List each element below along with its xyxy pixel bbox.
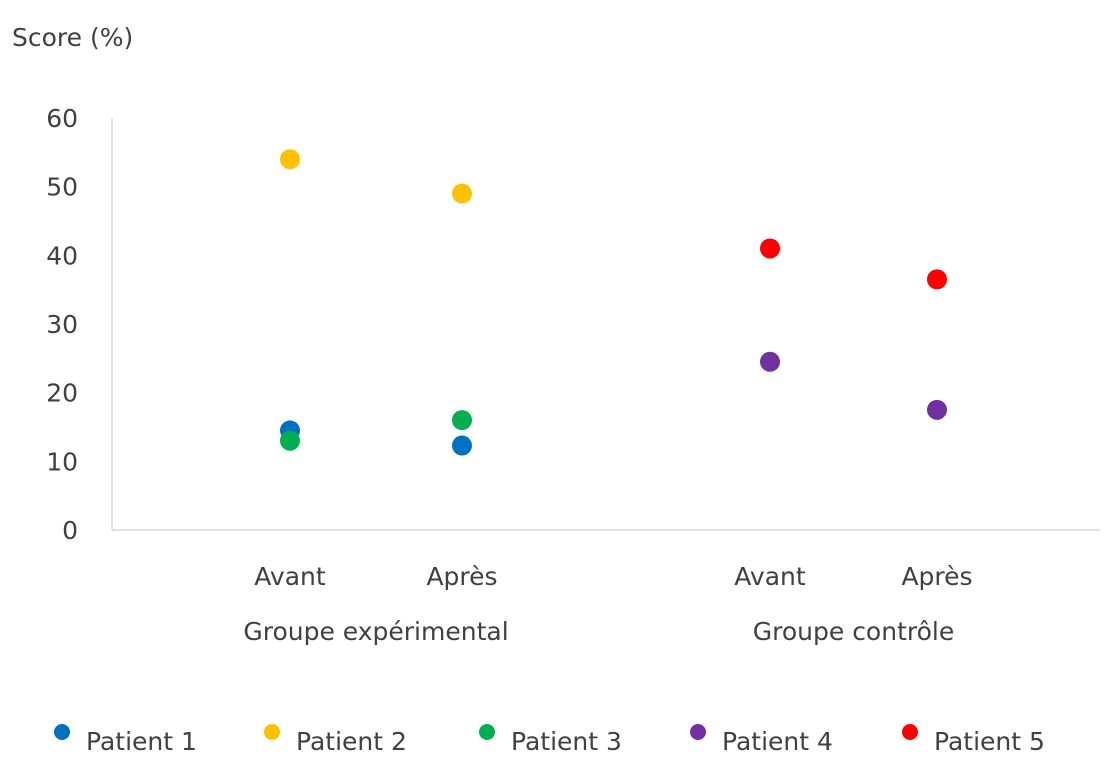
x-tick-label: Avant: [734, 562, 806, 591]
data-point: [760, 351, 780, 372]
legend-label: Patient 4: [722, 727, 833, 754]
data-point: [452, 410, 472, 431]
x-tick-label: Avant: [254, 562, 326, 591]
x-tick-labels: Avant Après Avant Après: [254, 562, 972, 591]
data-point: [927, 269, 947, 290]
axes: [111, 118, 1100, 531]
legend-marker: [264, 724, 280, 740]
legend-marker: [479, 724, 495, 740]
y-tick-label: 60: [46, 104, 78, 133]
legend-marker: [690, 724, 706, 740]
data-point: [760, 238, 780, 259]
y-tick-label: 30: [46, 310, 78, 339]
data-point: [280, 430, 300, 451]
legend-marker: [54, 724, 70, 740]
legend-marker: [902, 724, 918, 740]
legend: Patient 1 Patient 2 Patient 3 Patient 4 Pati…: [54, 724, 1045, 756]
y-tick-label: 40: [46, 241, 78, 270]
y-tick-label: 50: [46, 173, 78, 202]
y-tick-label: 10: [46, 447, 78, 476]
x-group-label: Groupe contrôle: [753, 617, 954, 646]
data-point: [452, 183, 472, 204]
legend-label: Patient 3: [511, 727, 622, 754]
y-tick-labels: 0 10 20 30 40 50 60: [46, 104, 78, 545]
y-tick-label: 20: [46, 379, 78, 408]
data-point: [927, 399, 947, 420]
legend-label: Patient 1: [86, 727, 197, 754]
y-tick-label: 0: [62, 516, 78, 545]
x-group-label: Groupe expérimental: [243, 617, 508, 646]
data-points: [280, 149, 947, 456]
y-axis-title: Score (%): [12, 23, 133, 52]
x-tick-label: Après: [901, 562, 972, 591]
legend-label: Patient 2: [296, 727, 407, 754]
data-point: [280, 149, 300, 170]
x-group-labels: Groupe expérimental Groupe contrôle: [243, 617, 954, 646]
x-tick-label: Après: [426, 562, 497, 591]
legend-label: Patient 5: [934, 727, 1045, 754]
data-point: [452, 435, 472, 456]
